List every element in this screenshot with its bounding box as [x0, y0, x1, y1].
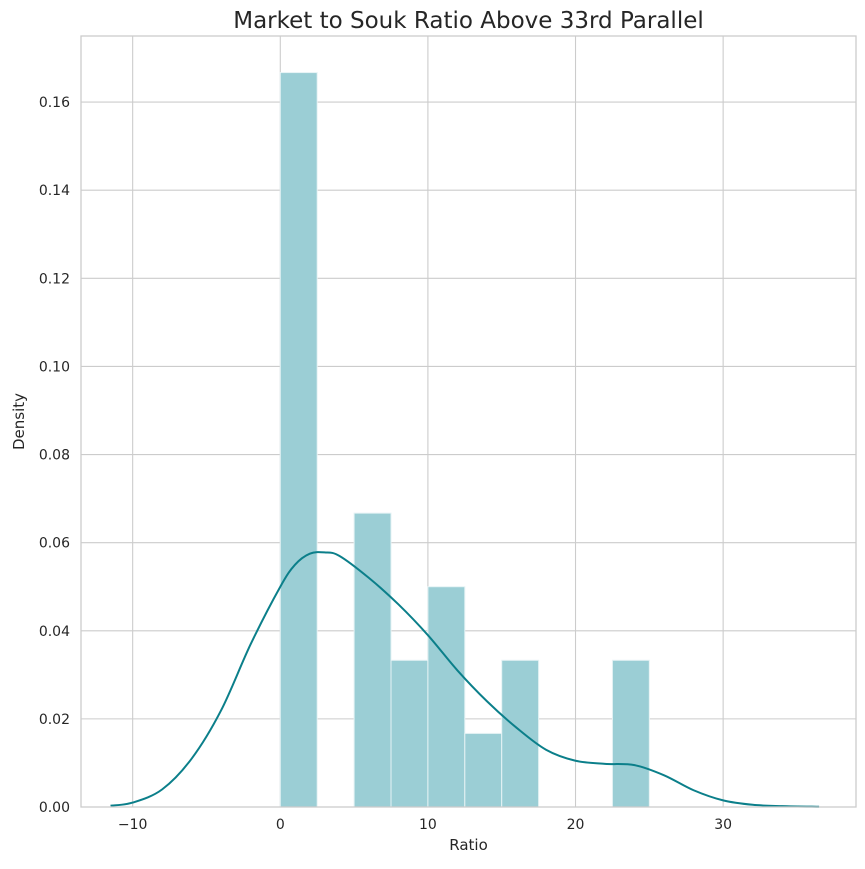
x-tick-label: −10 [118, 817, 148, 833]
x-tick-label: 30 [714, 817, 732, 833]
y-tick-label: 0.16 [39, 95, 70, 111]
histogram-bar [501, 659, 540, 808]
x-tick-label: 10 [419, 817, 437, 833]
y-tick-label: 0.06 [39, 536, 70, 552]
histogram-bar [611, 659, 650, 808]
plot-frame [80, 35, 857, 808]
x-axis-label: Ratio [449, 836, 488, 854]
y-tick-labels: 0.00 0.02 0.04 0.06 0.08 0.10 0.12 0.14 0.16 [39, 95, 70, 816]
chart-title: Market to Souk Ratio Above 33rd Parallel [233, 8, 704, 34]
grid-lines [81, 36, 856, 808]
kde-curve [110, 551, 820, 808]
y-axis-label: Density [10, 393, 28, 450]
y-tick-label: 0.00 [39, 800, 70, 816]
histogram-bar [279, 72, 318, 808]
histogram-bar [427, 586, 466, 808]
histogram-bar [390, 659, 429, 808]
y-tick-label: 0.08 [39, 448, 70, 464]
y-tick-label: 0.12 [39, 271, 70, 287]
x-tick-label: 0 [276, 817, 285, 833]
x-tick-label: 20 [567, 817, 585, 833]
y-tick-label: 0.10 [39, 359, 70, 375]
x-tick-labels: −10 0 10 20 30 [118, 817, 732, 833]
histogram-bar [464, 732, 503, 808]
y-tick-label: 0.14 [39, 183, 70, 199]
histogram-bar [353, 512, 392, 808]
histogram-bars [279, 72, 650, 808]
y-tick-label: 0.04 [39, 624, 70, 640]
y-tick-label: 0.02 [39, 712, 70, 728]
